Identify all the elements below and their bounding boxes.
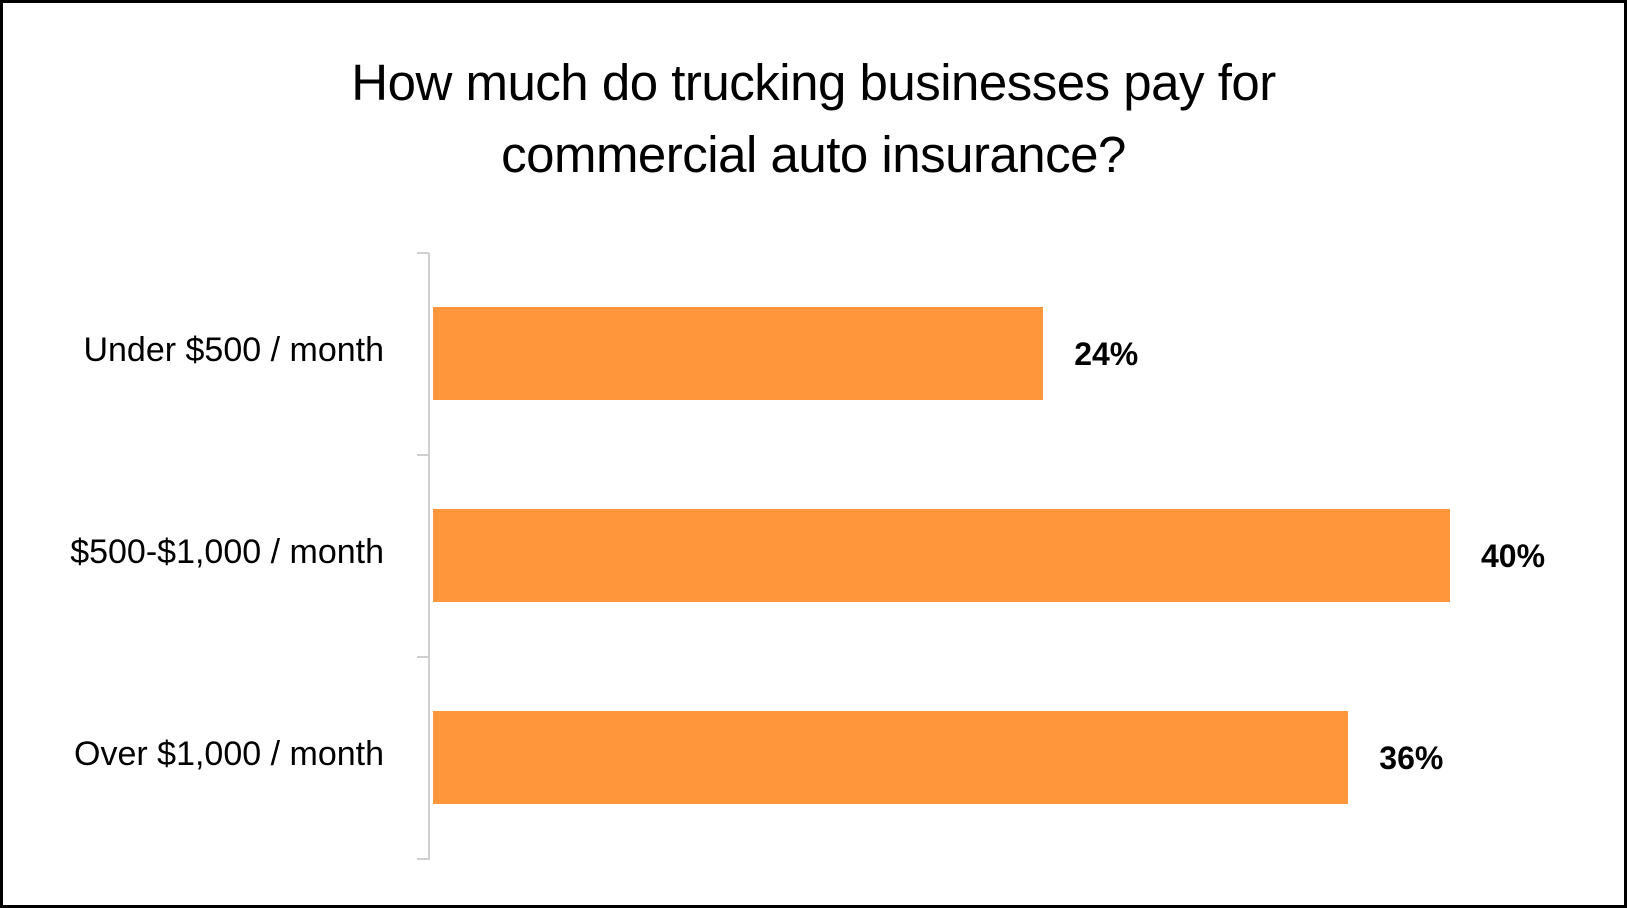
bar-under-500 xyxy=(433,307,1044,400)
bar-over-1000 xyxy=(433,711,1349,804)
chart-title-line-2: commercial auto insurance? xyxy=(501,126,1126,183)
axis-tick xyxy=(417,252,429,254)
value-label-500-1000: 40% xyxy=(1481,538,1546,574)
axis-tick xyxy=(417,858,429,860)
category-label-500-1000: $500-$1,000 / month xyxy=(70,533,384,571)
category-axis xyxy=(428,253,430,860)
axis-tick xyxy=(417,454,429,456)
chart-title: How much do trucking businesses pay for … xyxy=(3,47,1624,191)
axis-tick xyxy=(417,656,429,658)
value-label-over-1000: 36% xyxy=(1379,740,1444,776)
chart-title-line-1: How much do trucking businesses pay for xyxy=(351,54,1276,111)
bar-500-1000 xyxy=(433,509,1450,602)
value-label-under-500: 24% xyxy=(1074,336,1139,372)
category-label-over-1000: Over $1,000 / month xyxy=(74,735,384,773)
category-label-under-500: Under $500 / month xyxy=(83,331,384,369)
